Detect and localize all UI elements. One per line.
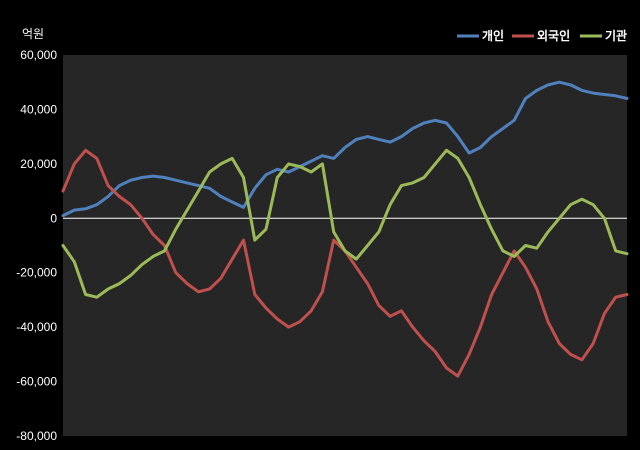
plot-area [63, 55, 627, 436]
legend: 개인 외국인 기관 [457, 28, 627, 43]
chart-title: 선 물 누적순매수 2012년 1월 1일~2013년 2월27일 [68, 15, 462, 37]
y-tick-label: -40,000 [16, 320, 57, 334]
y-tick-label: 60,000 [20, 48, 57, 62]
chart-title-main: 선 물 누적순매수 [68, 15, 204, 37]
unit-label: 억원 [22, 27, 44, 41]
legend-label-1: 외국인 [537, 28, 570, 43]
legend-label-2: 기관 [605, 28, 627, 43]
legend-label-0: 개인 [482, 28, 504, 43]
series-layer [61, 80, 629, 378]
y-axis: 60,000 40,000 20,000 0 -20,000 -40,000 -60,000… [16, 48, 57, 443]
y-tick-label: 20,000 [20, 157, 57, 171]
y-tick-label: -60,000 [16, 375, 57, 389]
series-line-0 [61, 80, 629, 218]
chart-title-period: 2012년 1월 1일~2013년 2월27일 [215, 18, 462, 36]
y-tick-label: -20,000 [16, 266, 57, 280]
y-tick-label: -80,000 [16, 429, 57, 443]
series-line-2 [61, 148, 629, 299]
y-tick-label: 0 [50, 211, 57, 225]
y-tick-label: 40,000 [20, 102, 57, 116]
